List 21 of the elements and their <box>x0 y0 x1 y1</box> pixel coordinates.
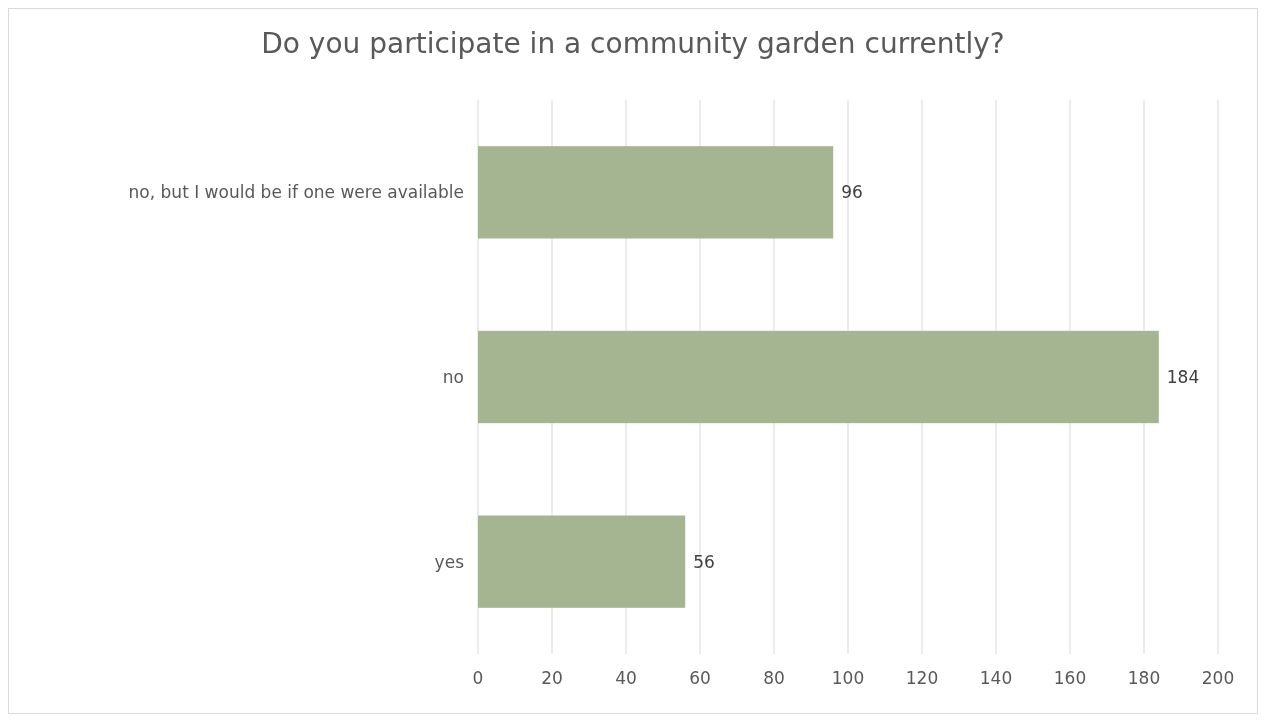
x-tick-label: 120 <box>905 668 939 688</box>
x-tick-label: 0 <box>472 668 484 688</box>
x-tick-label: 160 <box>1053 668 1087 688</box>
y-tick-label: yes <box>434 551 465 572</box>
data-label: 56 <box>693 551 715 572</box>
bar <box>478 515 686 608</box>
x-tick-label: 20 <box>541 668 563 688</box>
y-tick-label: no <box>442 366 464 387</box>
x-tick-label: 180 <box>1127 668 1161 688</box>
x-tick-label: 60 <box>689 668 711 688</box>
x-tick-label: 100 <box>831 668 865 688</box>
x-tick-label: 40 <box>615 668 637 688</box>
data-label: 96 <box>841 182 863 203</box>
bar <box>478 146 834 239</box>
x-tick-label: 140 <box>979 668 1013 688</box>
data-label: 184 <box>1166 366 1200 387</box>
chart-title: Do you participate in a community garden currently? <box>261 27 1005 60</box>
y-tick-label: no, but I would be if one were available <box>128 182 464 203</box>
x-tick-label: 200 <box>1201 668 1235 688</box>
x-tick-label: 80 <box>763 668 785 688</box>
bar <box>478 330 1159 424</box>
